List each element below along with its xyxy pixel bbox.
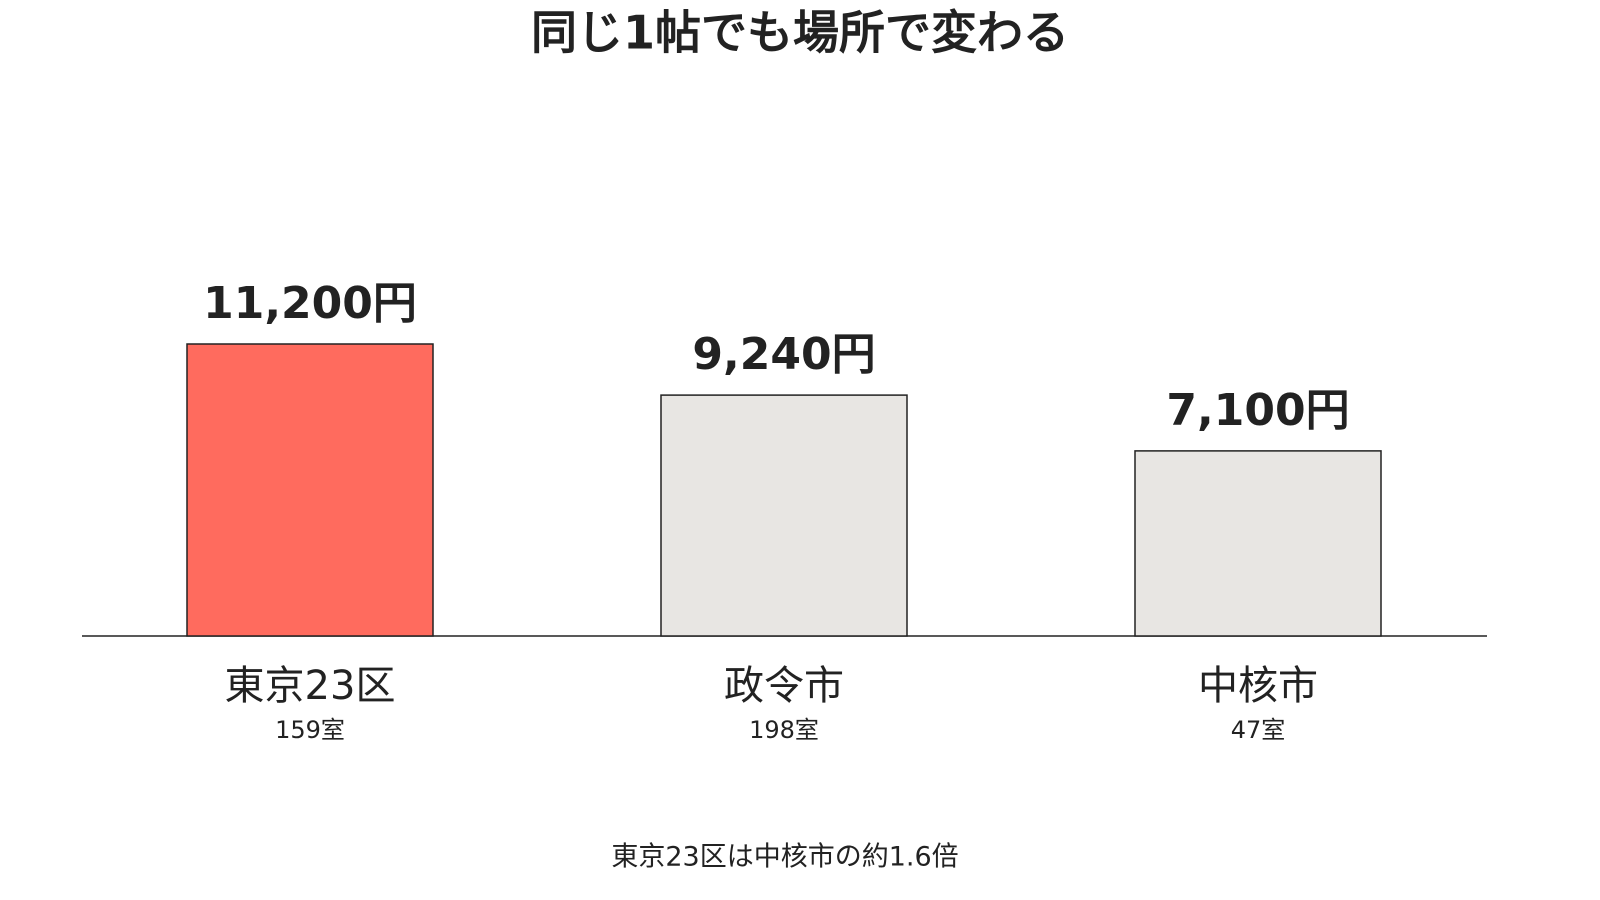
x-tick-label: 中核市 [1198,663,1318,709]
x-tick-label: 政令市 [724,663,844,709]
x-tick-label: 東京23区 [225,663,396,709]
category-note: 198室 [749,716,819,744]
annotation: 東京23区は中核市の約1.6倍 [611,842,958,873]
bar [660,394,908,637]
category-note: 159室 [275,716,345,744]
value-label: 7,100円 [1166,385,1349,436]
chart-title: 同じ1帖でも場所で変わる [531,6,1069,60]
value-label: 9,240円 [692,329,875,380]
bar [186,343,434,637]
value-label: 11,200円 [203,278,417,329]
category-note: 47室 [1231,716,1286,744]
bar [1134,450,1382,637]
